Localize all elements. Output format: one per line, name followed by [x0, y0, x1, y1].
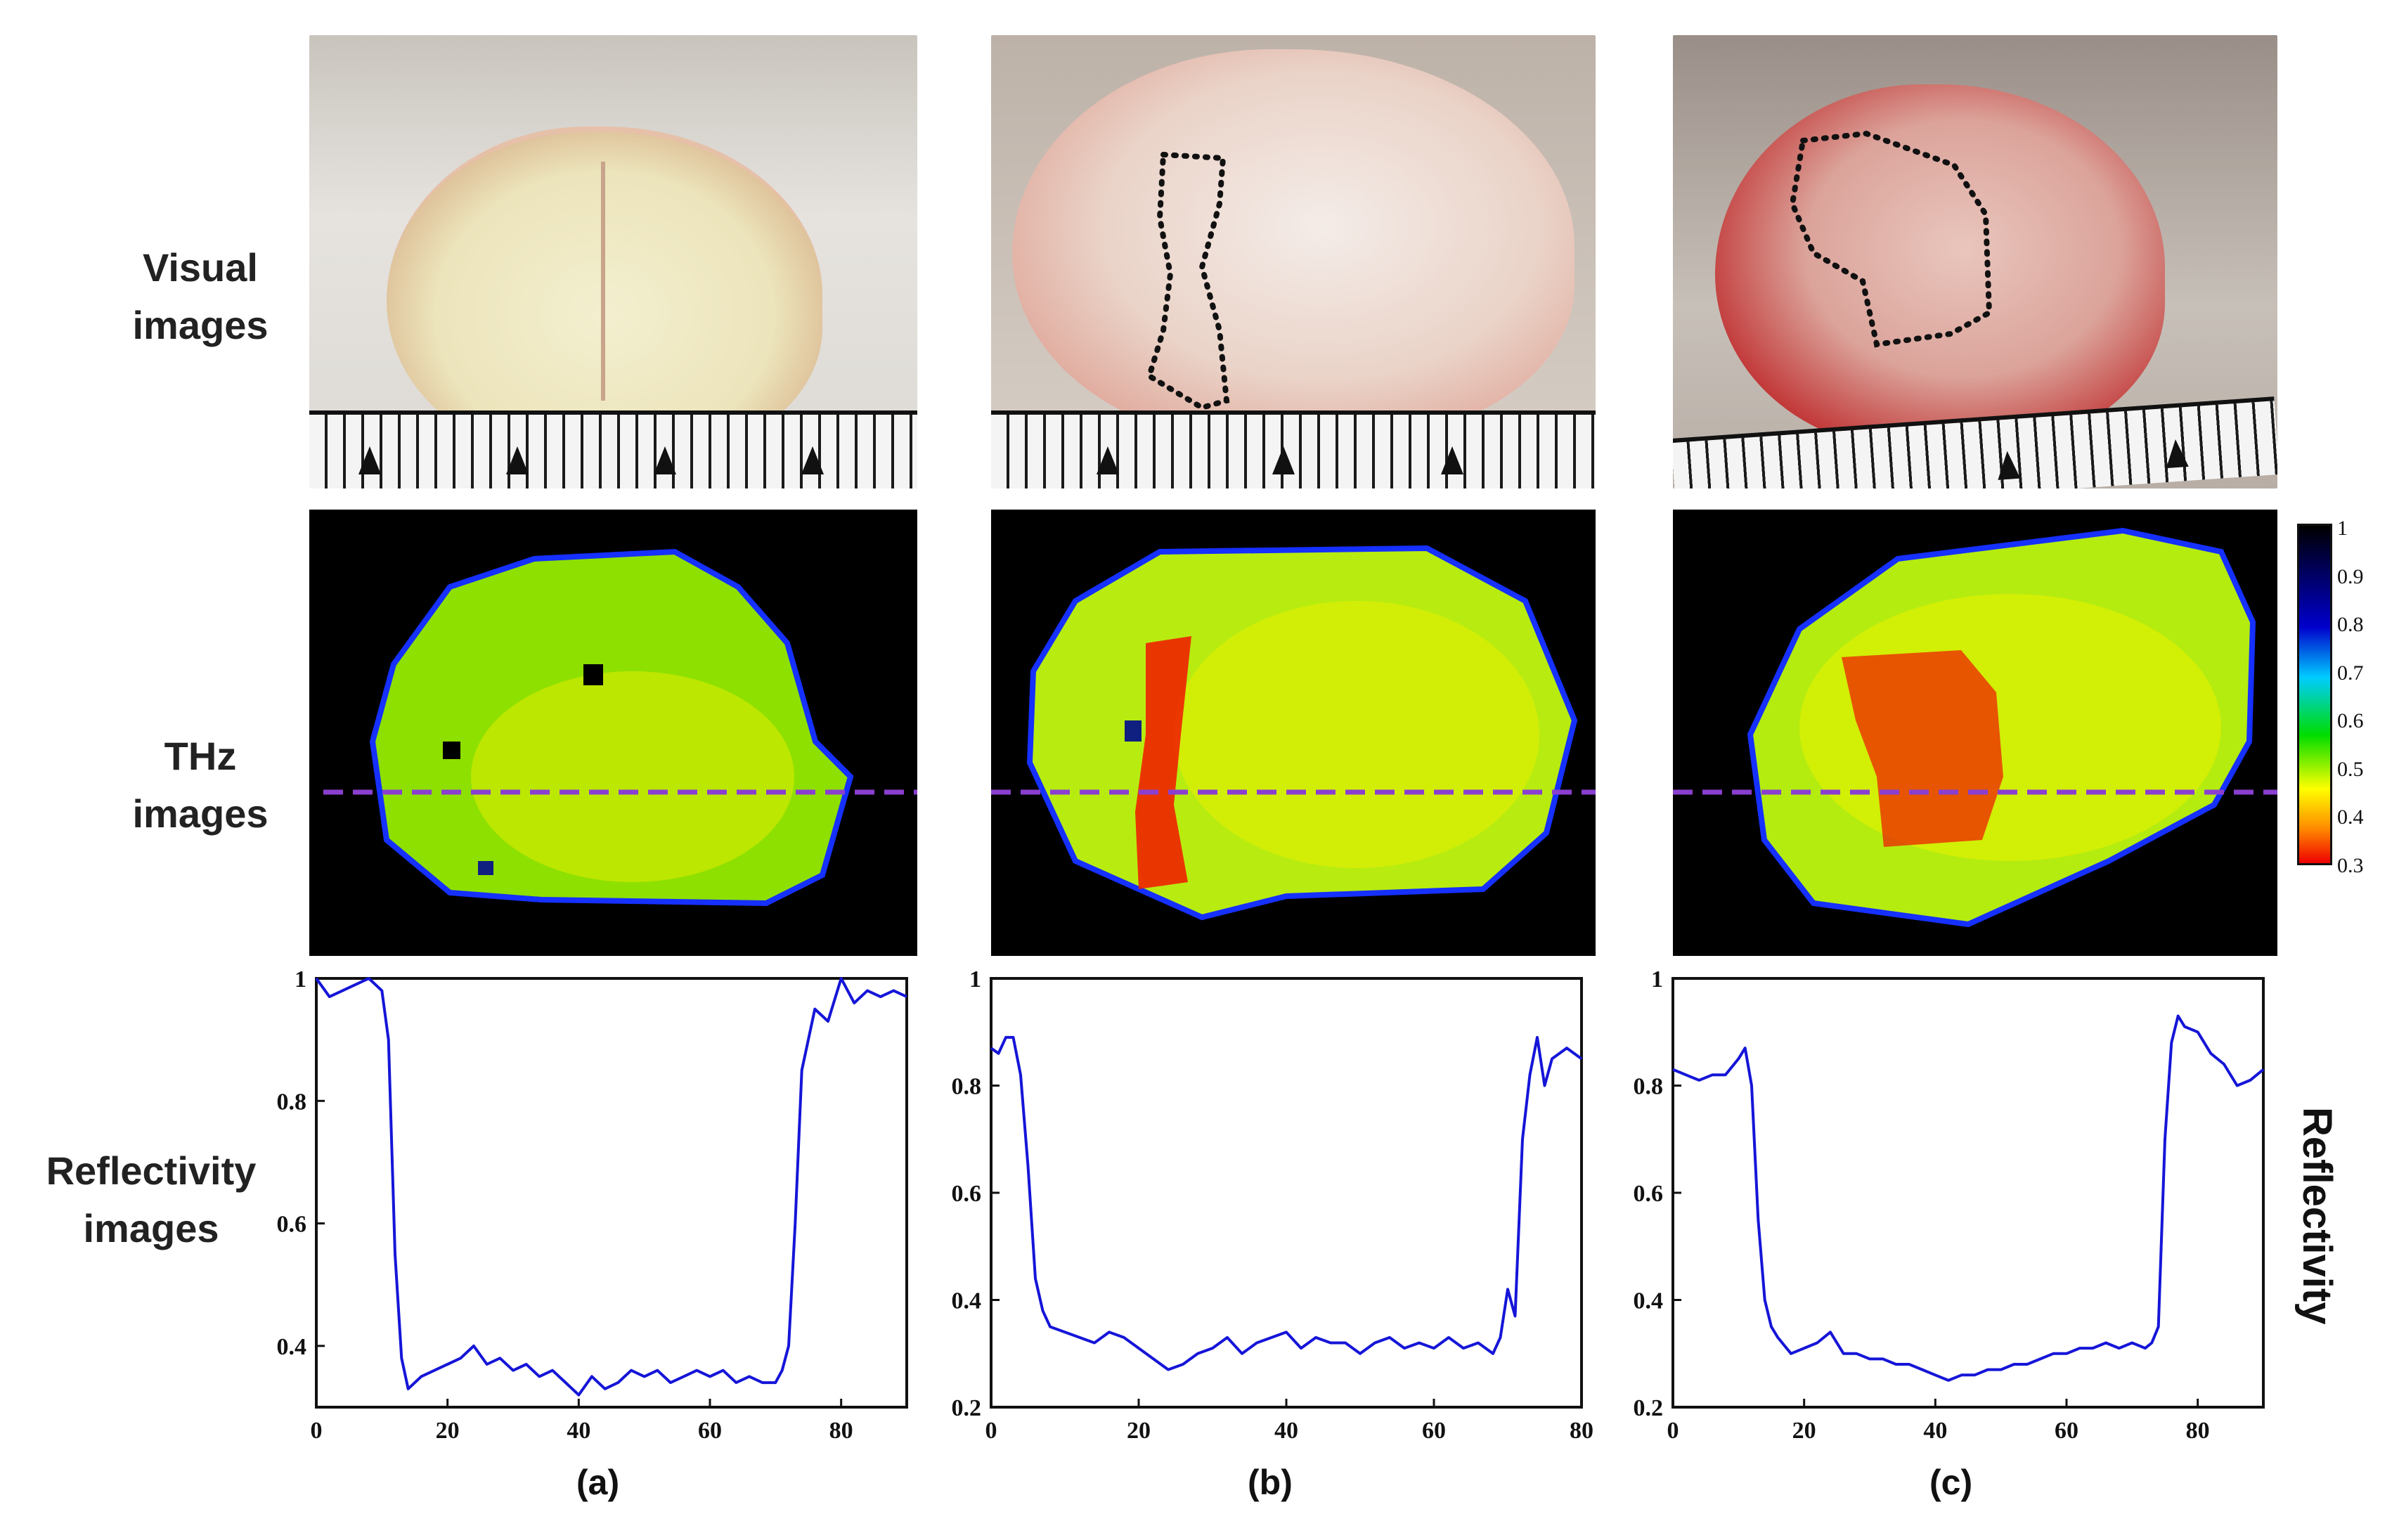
brain-section-c: [1715, 84, 2165, 450]
thz-image-a: [309, 510, 917, 956]
y-tick-label: 0.8: [277, 1089, 307, 1115]
panel-letter-c: (c): [1929, 1463, 1973, 1502]
lesion-outline-c: [1789, 130, 1993, 348]
panel-letter-b: (b): [1248, 1463, 1293, 1502]
plot-frame: [990, 977, 1583, 1409]
y-tick-label: 0.4: [277, 1334, 307, 1360]
thz-red-region-c: [1842, 650, 2003, 847]
x-tick-label: 60: [698, 1418, 722, 1444]
colorbar-tick: 0.9: [2337, 564, 2364, 588]
row-label-visual-line2: images: [132, 303, 269, 347]
colorbar-tick: 0.5: [2337, 757, 2364, 781]
row-label-thz-line1: THz: [164, 734, 237, 778]
reflectivity-series-line: [990, 1035, 1583, 1371]
y-tick-label: 0.8: [952, 1074, 982, 1100]
x-tick-label: 60: [2055, 1418, 2078, 1444]
x-tick-label: 0: [311, 1418, 323, 1444]
x-tick-label: 80: [1570, 1418, 1593, 1444]
panel-letter-a: (a): [576, 1463, 620, 1502]
x-tick-label: 0: [1667, 1418, 1679, 1444]
row-label-reflectivity: Reflectivity images: [14, 1142, 288, 1257]
brain-midline-a: [601, 162, 605, 401]
row-label-thz-line2: images: [132, 791, 269, 836]
y-tick-label: 1: [969, 966, 981, 992]
colorbar-tick: 0.8: [2337, 613, 2364, 636]
plot-c: 0 20 40 60 80 0.2 0.4 0.6 0.8 1: [1610, 963, 2284, 1455]
row-label-thz: THz images: [105, 727, 295, 843]
y-tick-label: 0.2: [1634, 1395, 1664, 1421]
x-tick-label: 80: [2186, 1418, 2210, 1444]
x-tick-label: 40: [1274, 1418, 1298, 1444]
row-label-visual-line1: Visual: [143, 245, 258, 290]
ruler-a: [309, 410, 917, 488]
y-tick-label: 0.6: [952, 1181, 982, 1207]
x-tick-label: 80: [829, 1418, 853, 1444]
colorbar-tick: 0.7: [2337, 661, 2364, 685]
visual-image-c: [1673, 35, 2277, 488]
brain-section-b: [1012, 49, 1574, 443]
ruler-b: [991, 410, 1596, 488]
thz-region-a-yellow: [471, 671, 794, 882]
plot-frame: [315, 977, 908, 1409]
x-tick-label: 20: [1792, 1418, 1816, 1444]
x-tick-label: 20: [1127, 1418, 1151, 1444]
reflectivity-series-line: [1672, 1014, 2265, 1382]
colorbar-tick: 0.6: [2337, 709, 2364, 732]
plot-b: 0 20 40 60 80 0.2 0.4 0.6 0.8 1: [928, 963, 1603, 1455]
reflectivity-series-line: [315, 977, 907, 1397]
x-tick-label: 40: [567, 1418, 590, 1444]
x-tick-label: 60: [1422, 1418, 1446, 1444]
thz-red-band-b: [1135, 636, 1191, 889]
colorbar-tick: 0.4: [2337, 805, 2364, 829]
row-label-visual: Visual images: [105, 239, 295, 354]
visual-image-a: [309, 35, 917, 488]
colorbar-tick: 0.3: [2337, 853, 2364, 877]
y-tick-label: 0.2: [952, 1395, 982, 1421]
colorbar-tick: 1: [2337, 517, 2348, 540]
y-tick-label: 0.4: [952, 1288, 982, 1314]
y-tick-label: 0.4: [1634, 1288, 1664, 1314]
visual-image-b: [991, 35, 1596, 488]
y-tick-label: 0.6: [1634, 1181, 1664, 1207]
colorbar: [2297, 524, 2332, 865]
x-tick-label: 0: [985, 1418, 997, 1444]
x-tick-label: 20: [436, 1418, 460, 1444]
y-tick-label: 1: [295, 966, 306, 992]
y-tick-label: 1: [1651, 966, 1663, 992]
row-label-reflectivity-line2: images: [83, 1206, 219, 1250]
y-tick-label: 0.6: [277, 1212, 307, 1238]
reflectivity-axis-label: Reflectivity: [2294, 1107, 2340, 1325]
y-tick-label: 0.8: [1634, 1074, 1664, 1100]
row-label-reflectivity-line1: Reflectivity: [46, 1148, 257, 1193]
lesion-outline-b: [1146, 151, 1230, 411]
plot-frame: [1671, 977, 2265, 1409]
plot-a: 0 20 40 60 80 0.4 0.6 0.8 1: [253, 963, 928, 1455]
thz-image-b: [991, 510, 1596, 956]
thz-image-c: [1673, 510, 2277, 956]
x-tick-label: 40: [1923, 1418, 1947, 1444]
